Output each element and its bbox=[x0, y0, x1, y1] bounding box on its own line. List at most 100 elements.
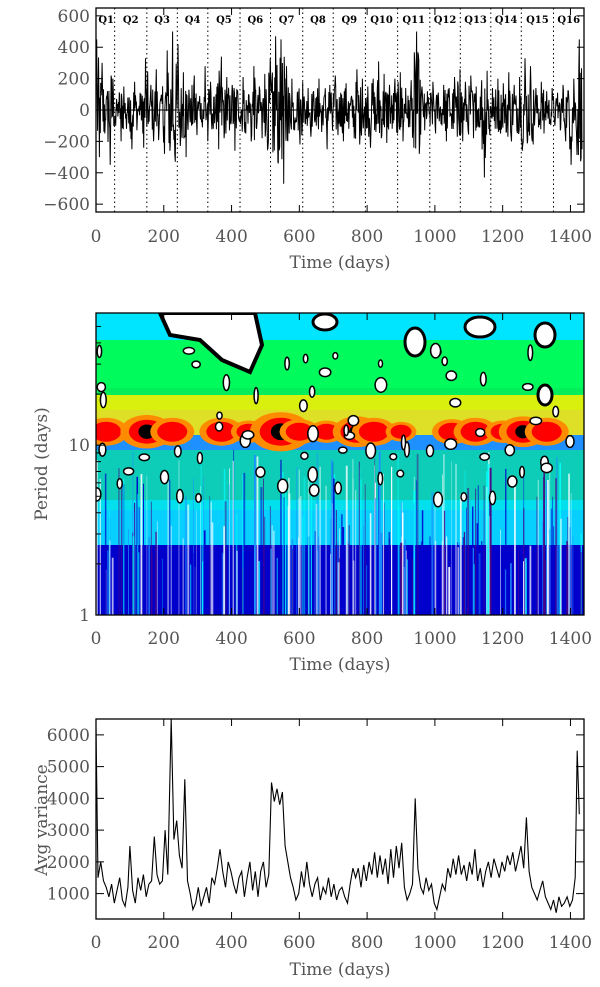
light-curve-x-tick-label: 800 bbox=[351, 227, 383, 247]
wavelet-stripe bbox=[338, 558, 340, 615]
wavelet-stripe bbox=[543, 477, 545, 615]
wavelet-power-blob-red bbox=[285, 422, 313, 441]
quarter-label: Q10 bbox=[370, 15, 393, 26]
wavelet-stripe bbox=[567, 517, 569, 615]
wavelet-stripe bbox=[545, 560, 547, 615]
wavelet-void bbox=[460, 492, 468, 502]
wavelet-stripe bbox=[420, 541, 423, 615]
wavelet-stripe bbox=[442, 474, 443, 615]
wavelet-stripe bbox=[429, 536, 431, 615]
variance-frame bbox=[95, 718, 585, 920]
wavelet-stripe bbox=[364, 484, 366, 615]
wavelet-stripe bbox=[307, 535, 310, 615]
wavelet-stripe bbox=[316, 453, 319, 615]
wavelet-stripe bbox=[557, 545, 559, 615]
wavelet-stripe bbox=[330, 553, 331, 615]
wavelet-stripe bbox=[221, 552, 224, 615]
wavelet-stripe bbox=[406, 559, 408, 615]
wavelet-stripe bbox=[539, 559, 541, 615]
variance-x-axis-title: Time (days) bbox=[290, 960, 391, 980]
wavelet-stripe bbox=[341, 514, 343, 615]
wavelet-stripe bbox=[421, 510, 424, 615]
wavelet-void bbox=[302, 353, 309, 364]
wavelet-stripe bbox=[523, 561, 524, 615]
wavelet-stripe bbox=[572, 536, 574, 615]
wavelet-stripe bbox=[342, 527, 345, 615]
wavelet-stripe bbox=[555, 478, 557, 615]
wavelet-void bbox=[222, 373, 231, 392]
wavelet-top-voids bbox=[157, 313, 557, 407]
wavelet-void bbox=[377, 471, 384, 486]
wavelet-stripe bbox=[282, 471, 284, 615]
wavelet-stripe bbox=[298, 498, 300, 615]
wavelet-stripe bbox=[317, 536, 320, 615]
wavelet-stripe bbox=[200, 486, 201, 615]
wavelet-stripe bbox=[132, 451, 134, 615]
wavelet-void bbox=[96, 381, 107, 393]
wavelet-stripe bbox=[243, 472, 246, 615]
quarter-markers: Q1 Q2 Q3 Q4 Q5 Q6 Q7 Q8 Q9 Q10 Q11 Q12 Q13 Q14 Q15 Q16 bbox=[98, 8, 580, 212]
wavelet-void bbox=[337, 446, 348, 454]
wavelet-stripe bbox=[559, 464, 561, 615]
variance-y-tick-label: 3000 bbox=[47, 821, 90, 841]
wavelet-stripe bbox=[358, 461, 360, 615]
wavelet-stripe bbox=[398, 504, 400, 615]
wavelet-stripe bbox=[202, 561, 204, 615]
wavelet-stripe bbox=[346, 541, 349, 615]
wavelet-void bbox=[195, 492, 202, 504]
wavelet-stripe bbox=[287, 506, 289, 615]
wavelet-stripe bbox=[292, 549, 293, 615]
wavelet-stripe bbox=[560, 518, 562, 615]
wavelet-stripe bbox=[310, 471, 312, 615]
variance-y-tick-label: 2000 bbox=[47, 853, 90, 873]
wavelet-stripe bbox=[303, 476, 306, 615]
light-curve-y-tick-label: 600 bbox=[58, 7, 90, 27]
wavelet-stripe bbox=[325, 485, 327, 615]
wavelet-cyan-band bbox=[96, 500, 584, 550]
wavelet-stripe bbox=[269, 506, 271, 615]
wavelet-power-blob-red bbox=[206, 421, 237, 442]
quarter-label: Q13 bbox=[464, 15, 487, 26]
quarter-label: Q3 bbox=[154, 15, 170, 26]
wavelet-y-axis-title: Period (days) bbox=[32, 407, 52, 520]
wavelet-void bbox=[214, 421, 224, 432]
wavelet-stripe bbox=[550, 508, 553, 615]
wavelet-stripe bbox=[187, 504, 190, 615]
wavelet-stripe bbox=[504, 569, 507, 615]
wavelet-stripe bbox=[236, 550, 238, 615]
wavelet-stripe bbox=[284, 480, 287, 615]
wavelet-stripe bbox=[355, 490, 357, 615]
wavelet-stripe bbox=[132, 536, 135, 615]
variance-x-tick-label: 1400 bbox=[549, 933, 592, 953]
wavelet-stripe bbox=[123, 478, 125, 615]
wavelet-stripe bbox=[378, 471, 379, 615]
wavelet-stripe bbox=[566, 541, 568, 615]
quarter-label: Q7 bbox=[279, 15, 295, 26]
wavelet-void bbox=[173, 445, 182, 458]
wavelet-stripe bbox=[514, 485, 516, 615]
wavelet-stripe bbox=[276, 557, 278, 615]
wavelet-stripe bbox=[549, 529, 551, 615]
wavelet-stripe bbox=[391, 466, 393, 615]
wavelet-panel: 0 200 400 600 800 1000 1200 1400 1 10 Time (days… bbox=[32, 312, 592, 675]
wavelet-y-tick-label: 10 bbox=[68, 436, 90, 456]
wavelet-stripe bbox=[451, 461, 452, 615]
wavelet-void bbox=[307, 466, 319, 483]
wavelet-void bbox=[307, 425, 319, 443]
light-curve-x-tick-label: 0 bbox=[91, 227, 102, 247]
wavelet-x-tick-label: 200 bbox=[148, 629, 180, 649]
wavelet-stripe bbox=[258, 561, 261, 615]
light-curve-x-axis-title: Time (days) bbox=[290, 253, 391, 273]
variance-y-tick-label: 4000 bbox=[47, 789, 90, 809]
wavelet-stripe bbox=[193, 478, 194, 615]
variance-y-tick-label: 1000 bbox=[47, 885, 90, 905]
wavelet-void bbox=[529, 416, 543, 426]
wavelet-stripe bbox=[287, 518, 288, 615]
wavelet-stripe bbox=[524, 558, 527, 615]
wavelet-stripe bbox=[383, 474, 384, 615]
wavelet-void bbox=[444, 438, 458, 451]
quarter-label: Q5 bbox=[216, 15, 232, 26]
wavelet-void bbox=[255, 466, 266, 478]
wavelet-stripe bbox=[156, 521, 158, 615]
wavelet-void bbox=[429, 342, 442, 359]
